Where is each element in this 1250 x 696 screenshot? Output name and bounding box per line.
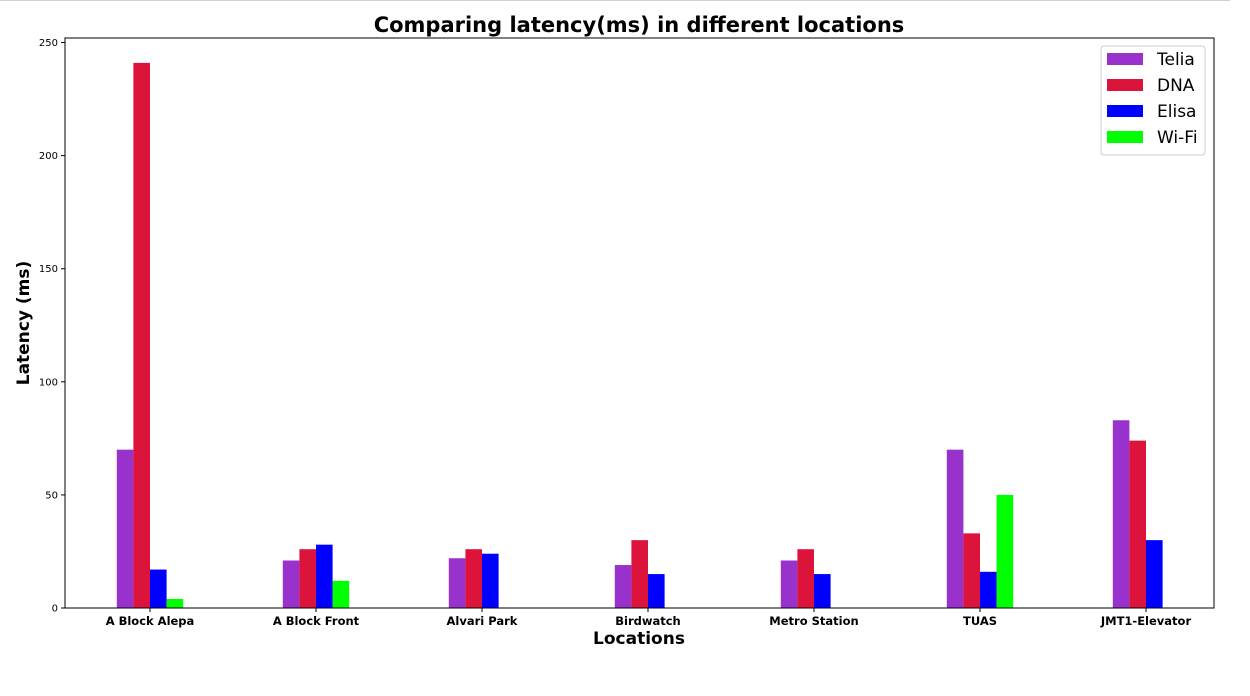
legend-label: Elisa xyxy=(1157,102,1196,122)
x-tick-label: Alvari Park xyxy=(447,614,518,628)
bar-dna-2 xyxy=(465,549,482,608)
bar-telia-4 xyxy=(780,560,798,608)
bar-elisa-0 xyxy=(150,569,167,608)
chart-title: Comparing latency(ms) in different locat… xyxy=(374,13,905,37)
x-tick-label: Metro Station xyxy=(769,614,858,628)
x-axis-label: Locations xyxy=(593,629,685,649)
bar-dna-0 xyxy=(133,62,150,608)
bar-telia-2 xyxy=(448,558,466,608)
bar-dna-5 xyxy=(963,533,980,608)
bar-elisa-3 xyxy=(648,574,665,608)
y-tick-label: 150 xyxy=(39,264,58,275)
bar-dna-6 xyxy=(1129,440,1146,608)
bar-wi-fi-5 xyxy=(996,494,1014,608)
x-tick-label: A Block Front xyxy=(273,614,360,628)
bar-telia-5 xyxy=(946,449,964,608)
bar-dna-3 xyxy=(631,540,648,608)
legend-label: Wi-Fi xyxy=(1157,128,1198,148)
bar-elisa-2 xyxy=(482,553,499,608)
legend-label: Telia xyxy=(1156,50,1195,70)
bar-telia-6 xyxy=(1112,420,1130,608)
bar-dna-4 xyxy=(797,549,814,608)
y-tick-label: 200 xyxy=(39,151,58,162)
x-tick-label: A Block Alepa xyxy=(106,614,195,628)
bar-elisa-6 xyxy=(1146,540,1163,608)
legend-swatch-dna xyxy=(1107,79,1143,91)
y-tick-label: 0 xyxy=(52,604,58,615)
y-tick-label: 250 xyxy=(39,38,58,49)
bar-wi-fi-0 xyxy=(166,598,184,608)
legend-swatch-telia xyxy=(1107,53,1143,65)
y-tick-label: 50 xyxy=(45,490,58,501)
bar-dna-1 xyxy=(299,549,316,608)
x-tick-label: TUAS xyxy=(963,614,997,628)
bars-group xyxy=(116,62,1163,608)
legend: Telia DNA Elisa Wi-Fi xyxy=(1100,45,1206,156)
y-axis-ticks: 0 50 100 150 200 250 xyxy=(39,38,65,615)
y-axis-label: Latency (ms) xyxy=(14,261,34,386)
y-tick-label: 100 xyxy=(39,377,58,388)
bar-elisa-4 xyxy=(814,574,831,608)
bar-elisa-5 xyxy=(980,571,997,608)
legend-label: DNA xyxy=(1157,76,1195,96)
plot-frame xyxy=(64,37,1215,609)
legend-swatch-elisa xyxy=(1107,105,1143,117)
legend-swatch-wi-fi xyxy=(1107,131,1143,143)
bar-telia-1 xyxy=(282,560,300,608)
x-tick-label: JMT1-Elevator xyxy=(1100,614,1192,628)
x-tick-label: Birdwatch xyxy=(615,614,681,628)
bar-elisa-1 xyxy=(316,544,333,608)
bar-telia-3 xyxy=(614,565,632,608)
x-axis-ticks: A Block Alepa A Block Front Alvari Park Bir… xyxy=(106,608,1192,628)
bar-wi-fi-1 xyxy=(332,580,350,608)
top-divider xyxy=(0,0,1230,1)
bar-telia-0 xyxy=(116,449,134,608)
legend-box xyxy=(1100,45,1206,156)
